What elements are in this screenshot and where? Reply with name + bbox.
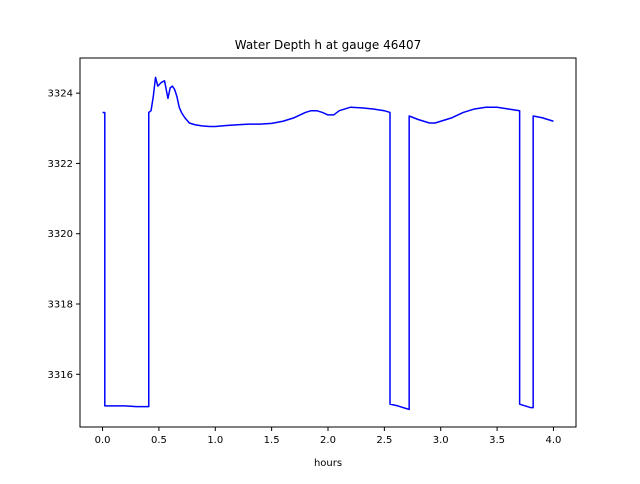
x-axis-ticks: 0.0 0.5 1.0 1.5 2.0 2.5 3.0 3.5 4.0 [95,427,562,446]
y-tick-label: 3320 [48,229,73,240]
x-tick-label: 0.5 [151,435,167,446]
x-tick-label: 2.5 [376,435,392,446]
x-tick-label: 2.0 [320,435,336,446]
y-tick-label: 3318 [48,300,73,311]
x-axis-label: hours [314,458,342,469]
series-line-1 [102,76,554,411]
x-tick-label: 3.5 [489,435,505,446]
x-tick-label: 1.0 [207,435,223,446]
x-tick-label: 1.5 [264,435,280,446]
y-axis-ticks: 3316 3318 3320 3322 3324 [48,89,80,381]
y-tick-label: 3316 [48,370,73,381]
chart-title: Water Depth h at gauge 46407 [235,38,422,52]
y-tick-label: 3324 [48,89,73,100]
y-tick-label: 3322 [48,159,73,170]
x-tick-label: 0.0 [95,435,111,446]
x-tick-label: 3.0 [433,435,449,446]
x-tick-label: 4.0 [546,435,562,446]
plot-area [102,76,554,411]
axes-frame [79,57,577,428]
